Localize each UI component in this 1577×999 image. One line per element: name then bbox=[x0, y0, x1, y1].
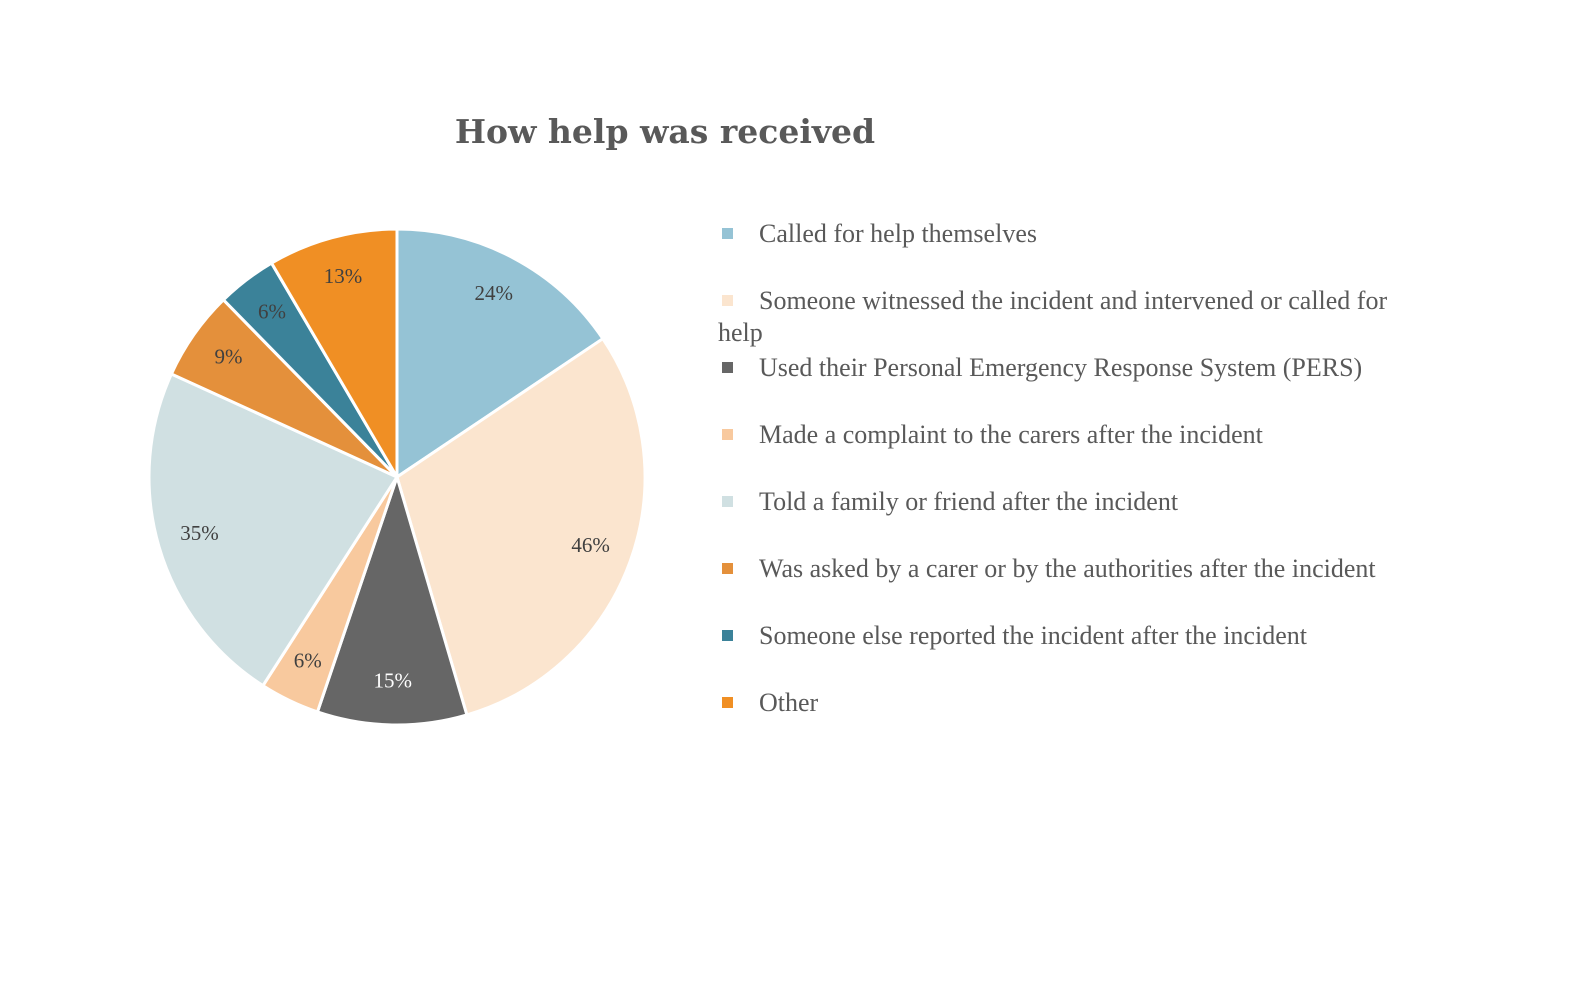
pie-slice bbox=[395, 227, 605, 479]
pie-slice bbox=[147, 372, 399, 688]
chart-title: How help was received bbox=[454, 112, 876, 151]
legend-swatch bbox=[722, 228, 733, 239]
legend-item: Someone else reported the incident after… bbox=[718, 620, 1418, 652]
legend-swatch bbox=[722, 630, 733, 641]
legend-label: Was asked by a carer or by the authoriti… bbox=[759, 554, 1376, 583]
legend-swatch bbox=[722, 362, 733, 373]
legend-item: Someone witnessed the incident and inter… bbox=[718, 285, 1418, 349]
legend-label: Someone witnessed the incident and inter… bbox=[718, 286, 1388, 347]
pie-slices bbox=[147, 227, 647, 727]
pie-slice bbox=[270, 227, 399, 479]
legend-label: Made a complaint to the carers after the… bbox=[759, 420, 1263, 449]
legend-swatch bbox=[722, 295, 733, 306]
pie-data-label: 13% bbox=[324, 264, 363, 288]
legend-item: Called for help themselves bbox=[718, 218, 1418, 250]
legend-item: Told a family or friend after the incide… bbox=[718, 486, 1418, 518]
legend-label: Used their Personal Emergency Response S… bbox=[759, 353, 1363, 382]
pie-data-label: 9% bbox=[215, 345, 243, 369]
legend-swatch bbox=[722, 496, 733, 507]
legend-item: Made a complaint to the carers after the… bbox=[718, 419, 1418, 451]
legend-swatch bbox=[722, 697, 733, 708]
pie-slice bbox=[315, 475, 469, 727]
legend-swatch bbox=[722, 429, 733, 440]
legend-label: Told a family or friend after the incide… bbox=[759, 487, 1179, 516]
legend-item: Was asked by a carer or by the authoriti… bbox=[718, 553, 1418, 585]
legend-label: Called for help themselves bbox=[759, 219, 1037, 248]
legend-item: Other bbox=[718, 687, 1418, 719]
pie-data-label: 24% bbox=[475, 281, 514, 305]
pie-data-label: 35% bbox=[180, 521, 219, 545]
pie-data-label: 6% bbox=[294, 648, 322, 672]
legend-label: Someone else reported the incident after… bbox=[759, 621, 1307, 650]
pie-slice bbox=[395, 337, 647, 717]
pie-data-labels: 24% 46% 15% 6% 35% 9% 6% 13% bbox=[180, 264, 610, 692]
legend-item: Used their Personal Emergency Response S… bbox=[718, 352, 1418, 384]
legend-label: Other bbox=[759, 688, 819, 717]
pie-data-label: 15% bbox=[374, 669, 413, 693]
legend-swatch bbox=[722, 563, 733, 574]
pie-data-label: 46% bbox=[571, 533, 610, 557]
pie-data-label: 6% bbox=[258, 299, 286, 323]
